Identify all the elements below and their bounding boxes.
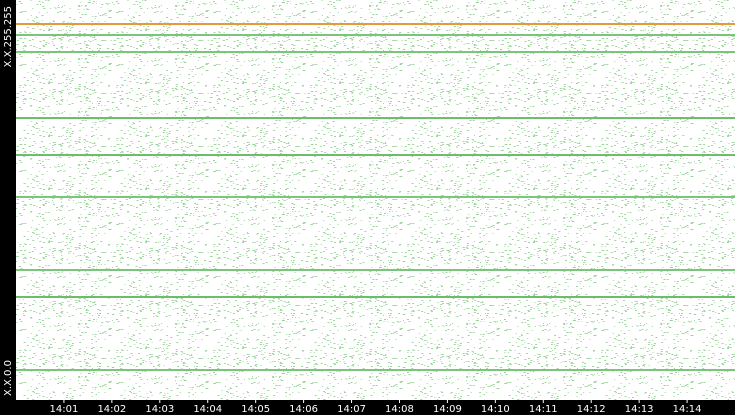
- y-axis-band: [0, 0, 16, 415]
- y-tick-label: X.X.255.255: [3, 6, 14, 67]
- x-tick-label: 14:05: [241, 404, 270, 415]
- x-tick-label: 14:13: [625, 404, 654, 415]
- x-axis-band: [0, 400, 735, 415]
- address-line: [16, 117, 735, 120]
- address-line: [16, 51, 735, 54]
- y-tick-label: X.X.0.0: [3, 360, 14, 396]
- address-line: [16, 154, 735, 157]
- address-line: [16, 195, 735, 198]
- x-tick-label: 14:03: [145, 404, 174, 415]
- x-tick-label: 14:02: [97, 404, 126, 415]
- x-tick-label: 14:04: [193, 404, 222, 415]
- address-line: [16, 34, 735, 37]
- scatter-texture: [16, 0, 735, 400]
- x-tick-label: 14:01: [50, 404, 79, 415]
- address-line: [16, 269, 735, 272]
- x-tick-label: 14:10: [481, 404, 510, 415]
- x-tick-label: 14:14: [673, 404, 702, 415]
- x-tick-label: 14:08: [385, 404, 414, 415]
- x-tick-label: 14:11: [529, 404, 558, 415]
- address-line: [16, 368, 735, 371]
- address-line: [16, 23, 735, 26]
- x-tick-label: 14:06: [289, 404, 318, 415]
- x-tick-label: 14:07: [337, 404, 366, 415]
- x-tick-label: 14:12: [577, 404, 606, 415]
- address-line: [16, 296, 735, 299]
- x-tick-label: 14:09: [433, 404, 462, 415]
